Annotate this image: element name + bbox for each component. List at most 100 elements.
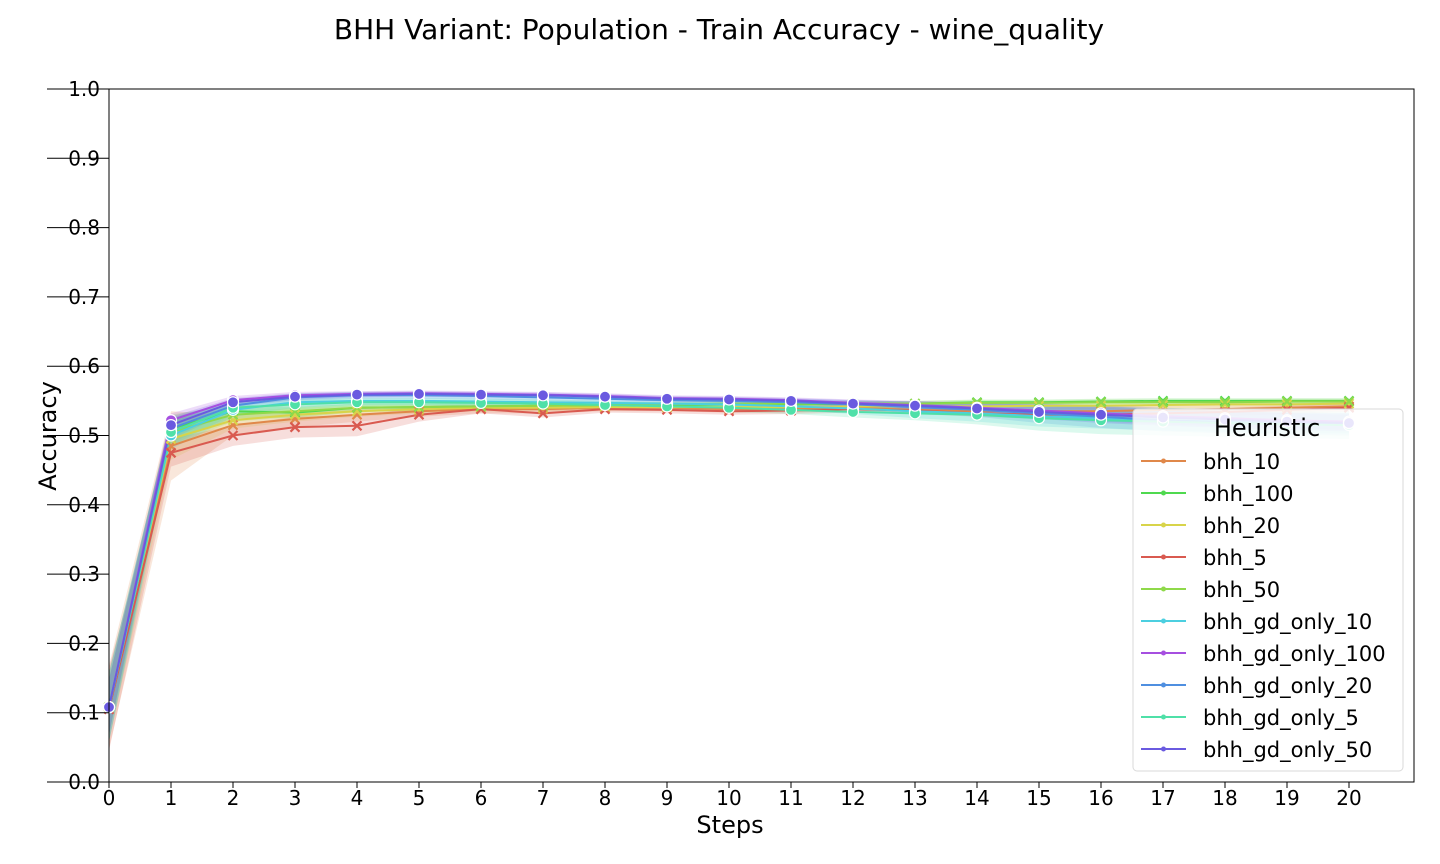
legend-swatch-marker	[1161, 522, 1166, 528]
legend-swatch-marker	[1161, 714, 1166, 720]
x-tick-label: 8	[599, 786, 612, 810]
legend-item-bhh_gd_only_50: bhh_gd_only_50	[1141, 738, 1372, 763]
legend-swatch-marker	[1161, 490, 1166, 496]
legend-label: bhh_100	[1203, 482, 1294, 507]
x-tick-label: 17	[1150, 786, 1175, 810]
data-point-bhh_gd_only_50	[598, 390, 612, 403]
x-tick-label: 1	[165, 786, 178, 810]
y-tick-label: 0.0	[68, 770, 100, 794]
x-tick-label: 15	[1026, 786, 1051, 810]
data-point-bhh_gd_only_50	[536, 389, 550, 402]
y-axis-label: Accuracy	[34, 381, 62, 491]
data-point-bhh_gd_only_50	[412, 387, 426, 401]
legend-label: bhh_5	[1203, 546, 1267, 571]
legend-swatch-marker	[1161, 746, 1166, 752]
y-tick-label: 0.2	[68, 631, 100, 655]
legend-item-bhh_50: bhh_50	[1141, 578, 1280, 603]
legend-item-bhh_gd_only_20: bhh_gd_only_20	[1141, 674, 1372, 699]
data-point-bhh_50	[1281, 396, 1293, 407]
data-point-bhh_gd_only_50	[1094, 408, 1108, 421]
x-tick-label: 12	[840, 786, 865, 810]
x-tick-label: 16	[1088, 786, 1113, 810]
x-tick-label: 20	[1336, 786, 1361, 810]
data-point-bhh_5	[289, 421, 301, 433]
y-tick-label: 0.8	[68, 216, 100, 240]
legend-item-bhh_100: bhh_100	[1141, 482, 1294, 507]
confidence-band-bhh_5	[109, 403, 1349, 751]
legend-item-bhh_gd_only_5: bhh_gd_only_5	[1141, 706, 1359, 731]
legend-swatch-marker	[1161, 458, 1166, 464]
legend-swatch-marker	[1161, 554, 1166, 560]
legend-item-bhh_5: bhh_5	[1141, 546, 1267, 571]
data-point-bhh_20	[1157, 399, 1169, 411]
legend-label: bhh_20	[1203, 514, 1280, 539]
data-point-bhh_5	[227, 430, 239, 441]
data-point-bhh_gd_only_50	[722, 393, 736, 406]
legend-label: bhh_50	[1203, 578, 1280, 603]
y-tick-label: 0.5	[68, 424, 100, 448]
data-point-bhh_20	[1343, 398, 1355, 409]
data-point-bhh_gd_only_50	[970, 402, 984, 415]
y-axis-ticks: 0.0 0.1 0.2 0.3 0.4 0.5 0.6 0.7 0.8 0.9 1.0	[47, 77, 109, 794]
data-point-bhh_20	[289, 409, 301, 420]
y-tick-label: 1.0	[68, 77, 100, 101]
data-point-bhh_5	[413, 409, 425, 420]
x-tick-label: 0	[103, 786, 116, 810]
legend-item-bhh_gd_only_100: bhh_gd_only_100	[1141, 642, 1386, 667]
data-point-bhh_gd_only_50	[164, 419, 178, 432]
data-point-bhh_gd_only_50	[1032, 405, 1046, 419]
x-tick-label: 13	[902, 786, 927, 810]
x-tick-label: 4	[351, 786, 364, 810]
legend-title: Heuristic	[1214, 414, 1320, 442]
legend-label: bhh_gd_only_100	[1203, 642, 1386, 667]
legend-box	[1132, 408, 1404, 772]
x-tick-label: 10	[716, 786, 741, 810]
data-point-bhh_gd_only_50	[660, 392, 674, 405]
x-tick-label: 9	[661, 786, 674, 810]
data-point-bhh_50	[1219, 396, 1231, 408]
data-point-bhh_gd_only_50	[350, 388, 364, 401]
data-point-bhh_5	[165, 447, 177, 459]
data-point-bhh_gd_only_50	[288, 390, 302, 403]
data-point-bhh_20	[1219, 399, 1231, 410]
data-point-bhh_20	[351, 405, 363, 417]
x-tick-label: 2	[227, 786, 240, 810]
x-tick-label: 14	[964, 786, 989, 810]
legend-swatch-marker	[1161, 682, 1166, 688]
data-point-bhh_5	[537, 408, 549, 419]
y-tick-label: 0.7	[68, 285, 100, 309]
legend-swatch-marker	[1161, 586, 1166, 592]
legend-label: bhh_10	[1203, 450, 1280, 475]
legend-swatch-marker	[1161, 618, 1166, 624]
legend-item-bhh_20: bhh_20	[1141, 514, 1280, 539]
data-point-bhh_50	[1095, 396, 1107, 408]
data-point-bhh_5	[351, 420, 363, 432]
x-tick-label: 5	[413, 786, 426, 810]
legend-label: bhh_gd_only_20	[1203, 674, 1372, 699]
y-tick-label: 0.4	[68, 493, 100, 517]
x-tick-label: 11	[778, 786, 803, 810]
legend: Heuristic bhh_10 bhh_100 bhh_20 bhh_5 bhh_50…	[1132, 408, 1404, 772]
legend-item-bhh_gd_only_10: bhh_gd_only_10	[1141, 610, 1372, 635]
legend-item-bhh_10: bhh_10	[1141, 450, 1280, 475]
data-point-bhh_gd_only_50	[474, 388, 488, 401]
data-point-bhh_50	[1157, 396, 1169, 408]
y-tick-label: 0.9	[68, 146, 100, 170]
data-point-bhh_10	[413, 405, 425, 417]
data-point-bhh_gd_only_50	[784, 394, 798, 407]
x-axis-label: Steps	[696, 811, 763, 839]
y-tick-label: 0.6	[68, 354, 100, 378]
x-axis-ticks: 0 1 2 3 4 5 6 7 8 9 10 11 12 13 14 15 16 17 18 19 20	[103, 782, 1362, 810]
x-tick-label: 18	[1212, 786, 1237, 810]
legend-swatch-marker	[1161, 650, 1166, 656]
data-point-bhh_gd_only_50	[908, 399, 922, 412]
y-tick-label: 0.1	[68, 701, 100, 725]
data-point-bhh_gd_only_50	[846, 397, 860, 410]
x-tick-label: 3	[289, 786, 302, 810]
legend-label: bhh_gd_only_5	[1203, 706, 1359, 731]
legend-label: bhh_gd_only_50	[1203, 738, 1372, 763]
x-tick-label: 19	[1274, 786, 1299, 810]
x-tick-label: 7	[537, 786, 550, 810]
x-tick-label: 6	[475, 786, 488, 810]
data-point-bhh_gd_only_50	[226, 396, 240, 409]
